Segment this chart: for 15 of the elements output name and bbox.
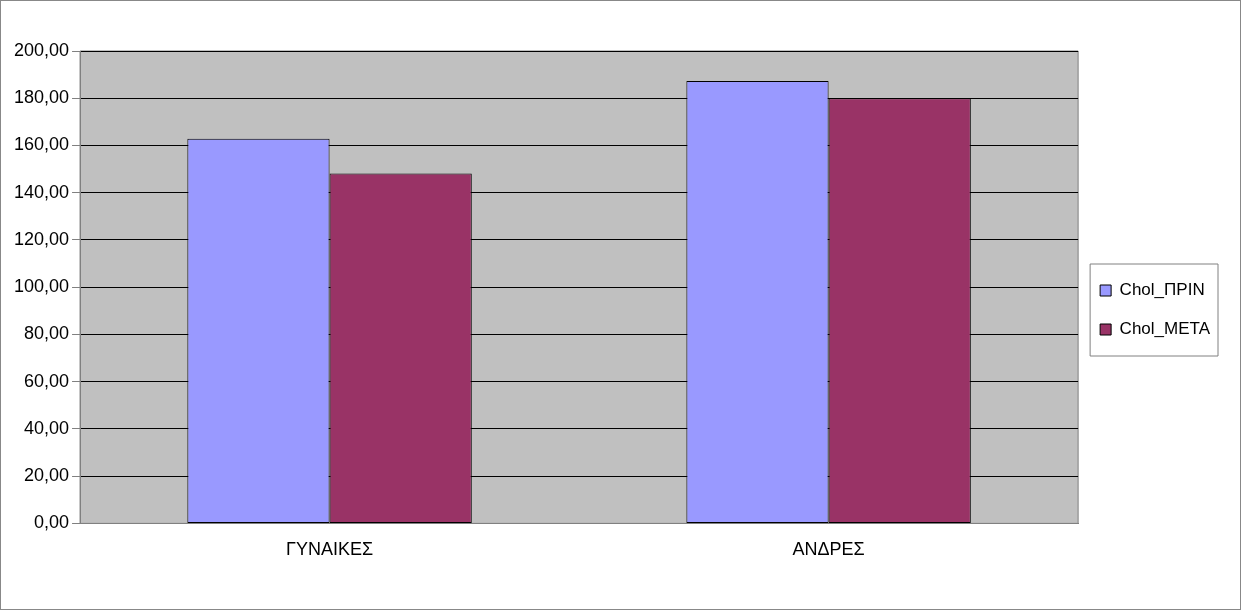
y-tick-label: 160,00 <box>13 134 70 155</box>
y-tick-label: 120,00 <box>13 228 70 249</box>
y-tick-label: 60,00 <box>24 370 70 391</box>
y-tick-label: 80,00 <box>24 323 70 344</box>
y-tick-label: 200,00 <box>13 39 70 60</box>
x-tick-label: ΓΥΝΑΙΚΕΣ <box>286 539 374 560</box>
y-tick-label: 180,00 <box>13 87 70 108</box>
y-tick-label: 100,00 <box>13 276 70 297</box>
x-tick-label: ΑΝΔΡΕΣ <box>792 539 865 560</box>
y-tick-label: 40,00 <box>24 417 70 438</box>
legend-label: Chol_ΜΕΤΑ <box>1119 319 1211 339</box>
legend-label: Chol_ΠΡΙΝ <box>1119 280 1205 300</box>
y-tick-label: 20,00 <box>24 465 70 486</box>
y-tick-label: 140,00 <box>13 181 70 202</box>
y-tick-label: 0,00 <box>34 512 70 533</box>
